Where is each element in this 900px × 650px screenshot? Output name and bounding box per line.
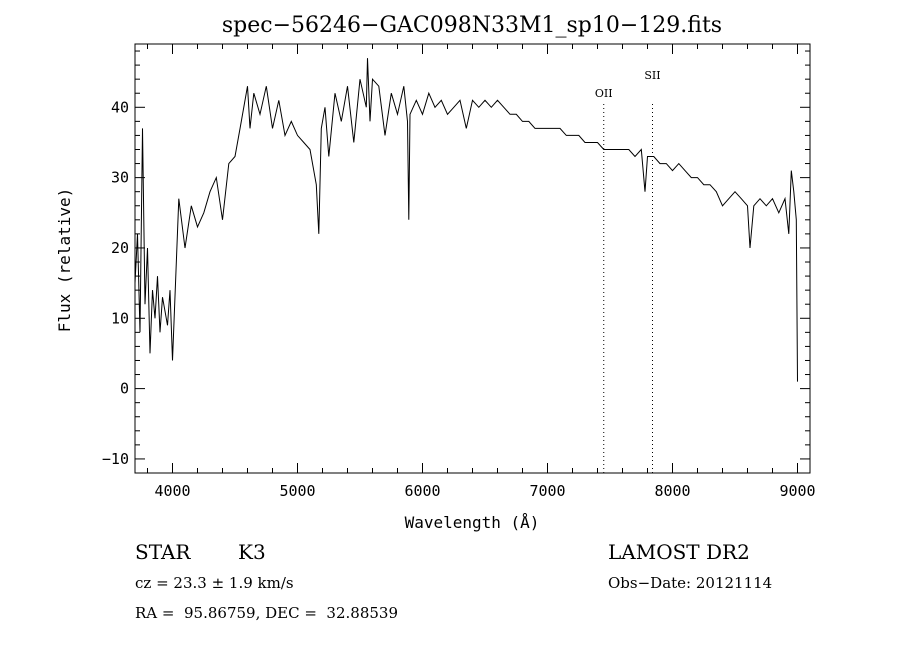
plot-frame (134, 43, 811, 474)
x-tick-label: 8000 (654, 482, 690, 500)
y-tick-label: 10 (111, 309, 129, 327)
x-axis-label: Wavelength (Å) (405, 513, 540, 532)
axis-tick-labels: 4000 5000 6000 7000 8000 9000 −10 0 10 20 30 40 (102, 98, 816, 500)
y-tick-label: 0 (120, 380, 129, 398)
coordinates-text: RA = 95.86759, DEC = 32.88539 (135, 604, 399, 622)
y-tick-label: 20 (111, 239, 129, 257)
x-tick-label: 5000 (279, 482, 315, 500)
annotation-lines (603, 104, 653, 473)
chart-title: spec−56246−GAC098N33M1_sp10−129.fits (222, 13, 722, 38)
annotation-label: SII (644, 69, 660, 82)
x-tick-label: 6000 (404, 482, 440, 500)
y-tick-label: 40 (111, 98, 129, 116)
y-tick-label: 30 (111, 169, 129, 187)
object-subclass: K3 (238, 540, 266, 564)
y-tick-label: −10 (102, 450, 129, 468)
x-tick-label: 7000 (529, 482, 565, 500)
redshift-text: cz = 23.3 ± 1.9 km/s (135, 574, 294, 592)
x-tick-label: 9000 (779, 482, 815, 500)
obs-date-text: Obs−Date: 20121114 (608, 574, 773, 592)
object-class: STAR (135, 540, 191, 564)
annotation-label: OII (595, 87, 613, 100)
spectrum-line (134, 58, 798, 382)
survey-name: LAMOST DR2 (608, 540, 750, 564)
y-axis-label: Flux (relative) (55, 188, 74, 333)
annotation-labels: OII SII (595, 69, 661, 100)
x-tick-label: 4000 (154, 482, 190, 500)
axis-ticks (135, 44, 810, 473)
